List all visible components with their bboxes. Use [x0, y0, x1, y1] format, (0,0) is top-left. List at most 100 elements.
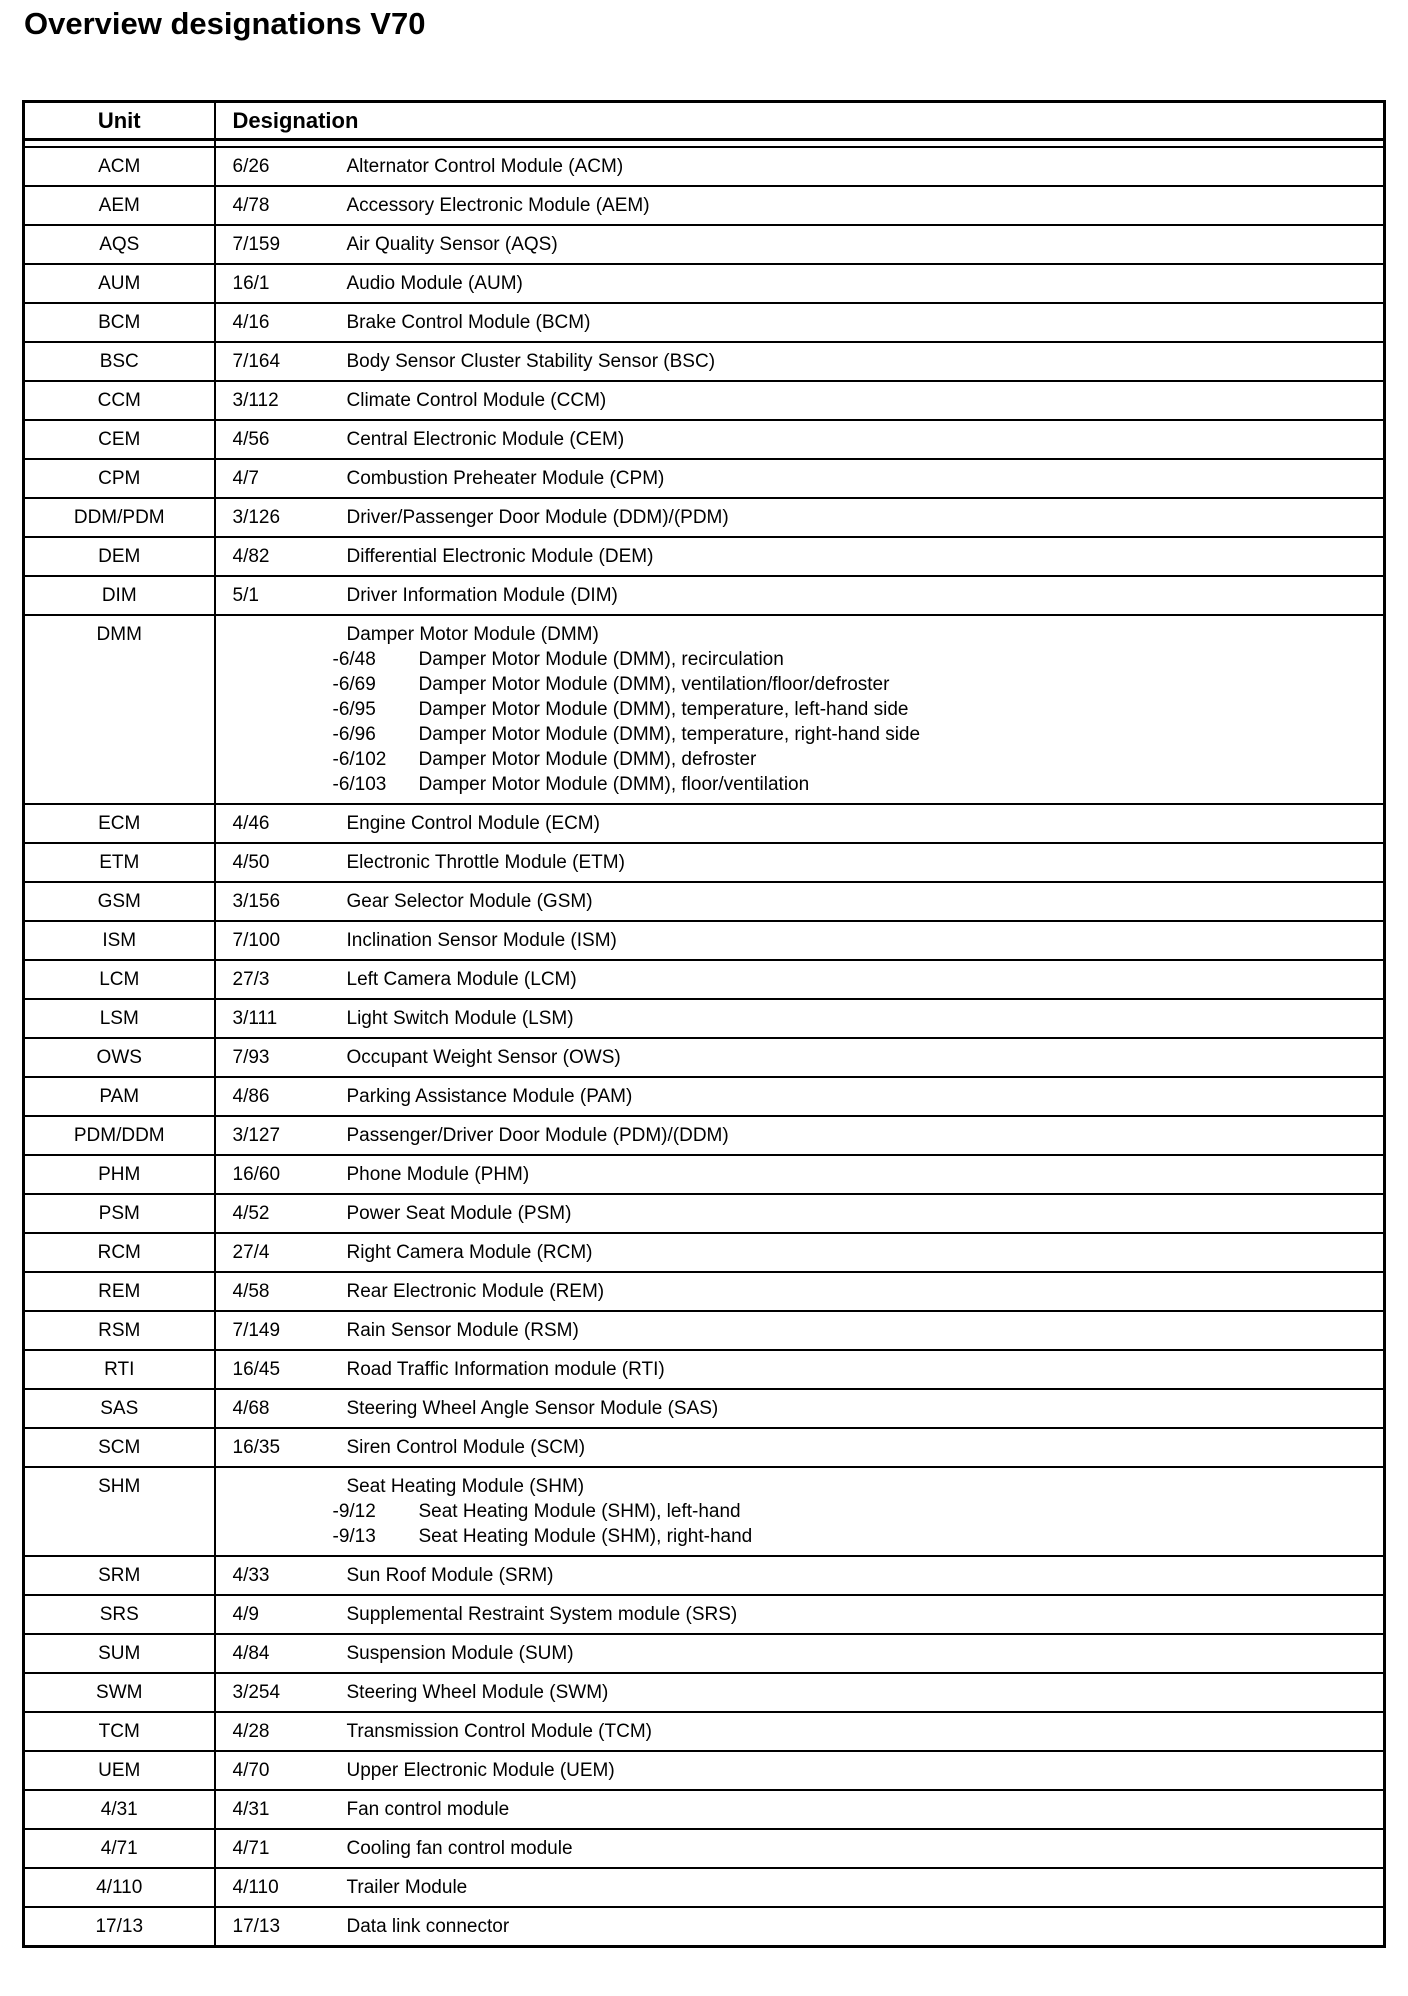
- table-row: PAM 4/86 Parking Assistance Module (PAM): [22, 1076, 1386, 1117]
- unit-cell: 4/31: [22, 1789, 216, 1830]
- component-description: Steering Wheel Module (SWM): [346, 1682, 609, 1703]
- component-description: Road Traffic Information module (RTI): [346, 1359, 665, 1380]
- component-code: 4/86: [232, 1086, 270, 1107]
- designation-cell: 4/78 Accessory Electronic Module (AEM): [213, 185, 1386, 226]
- designation-cell: 16/60 Phone Module (PHM): [213, 1154, 1386, 1195]
- component-code: 4/7: [232, 468, 259, 489]
- component-code: 4/84: [232, 1643, 270, 1664]
- designation-sub-line: -9/13 Seat Heating Module (SHM), right-ha…: [333, 1524, 1384, 1549]
- unit-cell: 4/110: [22, 1867, 216, 1908]
- unit-cell: SCM: [22, 1427, 216, 1468]
- designation-cell: 5/1 Driver Information Module (DIM): [213, 575, 1386, 616]
- component-description: Steering Wheel Angle Sensor Module (SAS): [346, 1398, 719, 1419]
- component-code: 4/70: [232, 1760, 270, 1781]
- designation-cell: 3/127 Passenger/Driver Door Module (PDM)/…: [213, 1115, 1386, 1156]
- designation-cell: 4/70 Upper Electronic Module (UEM): [213, 1750, 1386, 1791]
- unit-cell: DMM: [22, 614, 216, 805]
- component-code: 4/68: [232, 1398, 270, 1419]
- unit-cell: SWM: [22, 1672, 216, 1713]
- designation-cell: Damper Motor Module (DMM) -6/48 Damper Mo…: [213, 614, 1386, 805]
- unit-cell: DEM: [22, 536, 216, 577]
- designation-cell: 3/156 Gear Selector Module (GSM): [213, 881, 1386, 922]
- component-description: Suspension Module (SUM): [346, 1643, 574, 1664]
- header-divider-row: [22, 138, 1386, 148]
- component-code: 7/159: [232, 234, 281, 255]
- component-code: 4/50: [232, 852, 270, 873]
- component-code: -9/13: [332, 1526, 376, 1547]
- unit-cell: OWS: [22, 1037, 216, 1078]
- designation-cell: 4/28 Transmission Control Module (TCM): [213, 1711, 1386, 1752]
- component-code: -6/48: [332, 649, 376, 670]
- component-description: Driver Information Module (DIM): [346, 585, 618, 606]
- component-code: 16/35: [232, 1437, 281, 1458]
- component-description: Climate Control Module (CCM): [346, 390, 607, 411]
- component-code: 27/4: [232, 1242, 270, 1263]
- unit-cell: 17/13: [22, 1906, 216, 1948]
- component-description: Occupant Weight Sensor (OWS): [346, 1047, 621, 1068]
- component-code: 4/52: [232, 1203, 270, 1224]
- designation-cell: 16/35 Siren Control Module (SCM): [213, 1427, 1386, 1468]
- designation-cell: 4/7 Combustion Preheater Module (CPM): [213, 458, 1386, 499]
- table-row: LSM 3/111 Light Switch Module (LSM): [22, 998, 1386, 1039]
- unit-cell: RTI: [22, 1349, 216, 1390]
- designation-main-line: Damper Motor Module (DMM): [233, 622, 1384, 647]
- table-row: CEM 4/56 Central Electronic Module (CEM): [22, 419, 1386, 460]
- table-row: ETM 4/50 Electronic Throttle Module (ETM): [22, 842, 1386, 883]
- designation-cell: 7/100 Inclination Sensor Module (ISM): [213, 920, 1386, 961]
- designation-cell: 4/46 Engine Control Module (ECM): [213, 803, 1386, 844]
- component-code: 17/13: [232, 1916, 281, 1937]
- component-code: 3/126: [232, 507, 281, 528]
- designation-cell: 4/56 Central Electronic Module (CEM): [213, 419, 1386, 460]
- component-description: Light Switch Module (LSM): [346, 1008, 574, 1029]
- designation-cell: 27/3 Left Camera Module (LCM): [213, 959, 1386, 1000]
- component-description: Right Camera Module (RCM): [346, 1242, 593, 1263]
- table-row: REM 4/58 Rear Electronic Module (REM): [22, 1271, 1386, 1312]
- component-description: Accessory Electronic Module (AEM): [346, 195, 650, 216]
- designation-sub-line: -6/69 Damper Motor Module (DMM), ventilat…: [333, 672, 1384, 697]
- designation-cell: 3/254 Steering Wheel Module (SWM): [213, 1672, 1386, 1713]
- unit-cell: CCM: [22, 380, 216, 421]
- designation-sub-line: -9/12 Seat Heating Module (SHM), left-han…: [333, 1499, 1384, 1524]
- component-code: 3/111: [232, 1008, 278, 1029]
- component-description: Damper Motor Module (DMM), ventilation/f…: [418, 674, 890, 695]
- unit-cell: DDM/PDM: [22, 497, 216, 538]
- unit-cell: PHM: [22, 1154, 216, 1195]
- table-row: PHM 16/60 Phone Module (PHM): [22, 1154, 1386, 1195]
- component-code: 16/45: [232, 1359, 281, 1380]
- component-description: Seat Heating Module (SHM), left-hand: [418, 1501, 741, 1522]
- table-header-row: Unit Designation: [22, 100, 1386, 141]
- component-description: Damper Motor Module (DMM), temperature, …: [418, 699, 909, 720]
- designation-cell: 4/58 Rear Electronic Module (REM): [213, 1271, 1386, 1312]
- component-description: Damper Motor Module (DMM): [346, 624, 599, 645]
- designation-cell: 16/45 Road Traffic Information module (RT…: [213, 1349, 1386, 1390]
- designation-cell: 7/93 Occupant Weight Sensor (OWS): [213, 1037, 1386, 1078]
- designation-cell: 4/86 Parking Assistance Module (PAM): [213, 1076, 1386, 1117]
- component-description: Upper Electronic Module (UEM): [346, 1760, 615, 1781]
- designation-cell: 16/1 Audio Module (AUM): [213, 263, 1386, 304]
- designation-cell: 4/50 Electronic Throttle Module (ETM): [213, 842, 1386, 883]
- component-code: 4/110: [232, 1877, 279, 1898]
- table-row: TCM 4/28 Transmission Control Module (TCM…: [22, 1711, 1386, 1752]
- designation-cell: 4/33 Sun Roof Module (SRM): [213, 1555, 1386, 1596]
- unit-cell: LSM: [22, 998, 216, 1039]
- designation-cell: 4/31 Fan control module: [213, 1789, 1386, 1830]
- component-description: Engine Control Module (ECM): [346, 813, 600, 834]
- unit-cell: DIM: [22, 575, 216, 616]
- unit-cell: AUM: [22, 263, 216, 304]
- designation-cell: 27/4 Right Camera Module (RCM): [213, 1232, 1386, 1273]
- table-row: SCM 16/35 Siren Control Module (SCM): [22, 1427, 1386, 1468]
- designation-sub-line: -6/102 Damper Motor Module (DMM), defrost…: [333, 747, 1384, 772]
- unit-cell: BSC: [22, 341, 216, 382]
- component-code: 3/254: [232, 1682, 281, 1703]
- component-description: Seat Heating Module (SHM): [346, 1476, 585, 1497]
- component-code: 16/1: [232, 273, 270, 294]
- table-row: SHM Seat Heating Module (SHM) -9/12 Seat …: [22, 1466, 1386, 1557]
- component-code: 16/60: [232, 1164, 281, 1185]
- component-description: Alternator Control Module (ACM): [346, 156, 624, 177]
- component-code: 4/78: [232, 195, 270, 216]
- table-row: SAS 4/68 Steering Wheel Angle Sensor Modu…: [22, 1388, 1386, 1429]
- table-row: BCM 4/16 Brake Control Module (BCM): [22, 302, 1386, 343]
- table-row: 17/13 17/13 Data link connector: [22, 1906, 1386, 1948]
- component-code: 4/28: [232, 1721, 270, 1742]
- unit-cell: SUM: [22, 1633, 216, 1674]
